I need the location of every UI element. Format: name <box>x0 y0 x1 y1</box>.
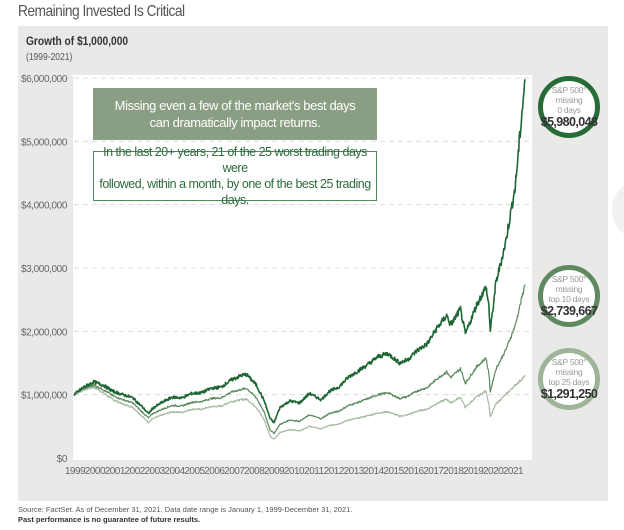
x-tick-label: 2000 <box>85 466 106 477</box>
y-tick-label: $0 <box>57 454 68 465</box>
end-label-text: S&P 500° <box>551 356 587 367</box>
series-line-0 <box>73 79 526 424</box>
page-title: Remaining Invested Is Critical <box>18 3 185 20</box>
x-tick-label: 2008 <box>244 466 265 477</box>
x-tick-label: 2019 <box>463 466 484 477</box>
y-tick-label: $3,000,000 <box>21 264 68 275</box>
end-label-text: top 25 days <box>548 376 590 387</box>
y-axis-ticks: $0 $1,000,000 $2,000,000 $3,000,000 $4,000,0… <box>21 74 68 465</box>
end-label-missing-0-days: S&P 500° missing 0 days $5,980,048 <box>538 76 600 138</box>
x-tick-label: 2015 <box>383 466 404 477</box>
series-lines <box>73 79 526 440</box>
y-tick-label: $4,000,000 <box>21 201 68 212</box>
end-label-text: top 10 days <box>548 293 590 304</box>
end-label-value: $5,980,048 <box>540 114 598 129</box>
x-tick-label: 2021 <box>503 466 524 477</box>
footnote-disclaimer: Past performance is no guarantee of futu… <box>18 515 201 524</box>
y-tick-label: $6,000,000 <box>21 74 68 85</box>
x-tick-label: 2020 <box>483 466 504 477</box>
x-tick-label: 2014 <box>364 466 385 477</box>
x-tick-label: 2004 <box>164 466 185 477</box>
x-tick-label: 2010 <box>284 466 305 477</box>
end-label-value: $1,291,250 <box>540 386 598 401</box>
x-tick-label: 2005 <box>184 466 205 477</box>
end-label-text: missing <box>555 94 583 105</box>
x-tick-label: 2001 <box>105 466 126 477</box>
end-label-text: S&P 500° <box>551 273 587 284</box>
y-tick-label: $2,000,000 <box>21 327 68 338</box>
end-label-text: S&P 500° <box>551 84 587 95</box>
y-tick-label: $1,000,000 <box>21 391 68 402</box>
end-label-text: 0 days <box>557 104 581 115</box>
end-label-missing-top-10-days: S&P 500° missing top 10 days $2,739,667 <box>538 265 600 327</box>
x-tick-label: 2013 <box>344 466 365 477</box>
x-tick-label: 2017 <box>423 466 444 477</box>
chart-subtitle: Growth of $1,000,000 <box>26 34 129 48</box>
callout-secondary: In the last 20+ years, 21 of the 25 wors… <box>93 145 377 207</box>
x-tick-label: 2018 <box>443 466 464 477</box>
y-tick-label: $5,000,000 <box>21 137 68 148</box>
x-tick-label: 2002 <box>125 466 146 477</box>
x-axis-ticks: 1999 2000 2001 2002 2003 2004 2005 2006 2007 2008… <box>65 466 525 477</box>
gridlines <box>74 77 531 396</box>
callout-primary-line-2: can dramatically impact returns. <box>149 115 321 130</box>
x-tick-label: 2011 <box>304 466 324 477</box>
end-label-text: missing <box>555 366 583 377</box>
end-label-value: $2,739,667 <box>540 303 598 318</box>
x-tick-label: 2009 <box>264 466 285 477</box>
end-label-missing-top-25-days: S&P 500° missing top 25 days $1,291,250 <box>538 348 600 410</box>
series-line-1 <box>73 284 526 435</box>
callout-secondary-line-1: In the last 20+ years, 21 of the 25 wors… <box>103 145 367 175</box>
x-tick-label: 2012 <box>324 466 345 477</box>
callout-primary: Missing even a few of the market's best … <box>93 88 377 140</box>
callout-secondary-line-2: followed, within a month, by one of the … <box>99 177 371 207</box>
x-tick-label: 2016 <box>403 466 424 477</box>
x-tick-label: 1999 <box>65 466 86 477</box>
x-tick-label: 2006 <box>204 466 225 477</box>
x-tick-label: 2003 <box>145 466 166 477</box>
footnote-source: Source: FactSet. As of December 31, 2021… <box>18 505 353 514</box>
callout-primary-line-1: Missing even a few of the market's best … <box>114 98 356 113</box>
end-label-text: missing <box>555 283 583 294</box>
chart-date-range: (1999-2021) <box>26 52 73 63</box>
series-line-2 <box>73 374 526 440</box>
x-tick-label: 2007 <box>224 466 245 477</box>
